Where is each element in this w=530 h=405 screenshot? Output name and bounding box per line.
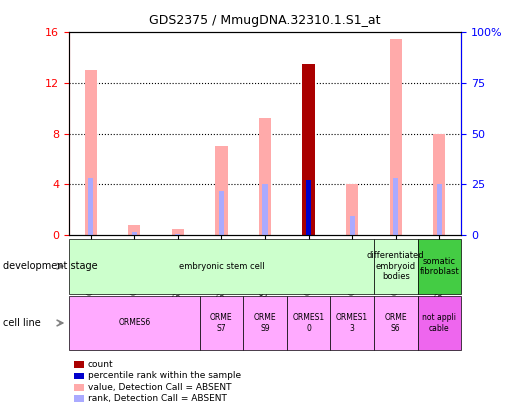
Text: GDS2375 / MmugDNA.32310.1.S1_at: GDS2375 / MmugDNA.32310.1.S1_at (149, 14, 381, 27)
Bar (390, 39, 402, 235)
Text: count: count (88, 360, 113, 369)
Text: ORMES1
0: ORMES1 0 (293, 313, 325, 333)
Text: embryonic stem cell: embryonic stem cell (179, 262, 264, 271)
Text: ORME
S6: ORME S6 (384, 313, 407, 333)
Bar (303, 64, 315, 235)
Text: ORMES6: ORMES6 (118, 318, 151, 328)
Bar (350, 216, 355, 235)
Bar (437, 184, 442, 235)
Text: development stage: development stage (3, 261, 98, 271)
Text: differentiated
embryoid
bodies: differentiated embryoid bodies (367, 252, 425, 281)
Bar (346, 184, 358, 235)
Text: ORME
S7: ORME S7 (210, 313, 233, 333)
Text: somatic
fibroblast: somatic fibroblast (419, 257, 459, 276)
Bar (259, 119, 271, 235)
Bar (219, 191, 224, 235)
Bar (88, 178, 93, 235)
Text: value, Detection Call = ABSENT: value, Detection Call = ABSENT (88, 383, 232, 392)
Text: percentile rank within the sample: percentile rank within the sample (88, 371, 241, 380)
Text: ORME
S9: ORME S9 (254, 313, 276, 333)
Bar (393, 178, 399, 235)
Bar (215, 146, 227, 235)
Bar (172, 228, 184, 235)
Bar (85, 70, 97, 235)
Bar (262, 184, 268, 235)
Bar (131, 232, 137, 235)
Text: ORMES1
3: ORMES1 3 (336, 313, 368, 333)
Bar (175, 234, 180, 235)
Text: rank, Detection Call = ABSENT: rank, Detection Call = ABSENT (88, 394, 227, 403)
Bar (433, 134, 445, 235)
Text: not appli
cable: not appli cable (422, 313, 456, 333)
Bar (306, 181, 311, 235)
Bar (128, 225, 140, 235)
Text: cell line: cell line (3, 318, 40, 328)
